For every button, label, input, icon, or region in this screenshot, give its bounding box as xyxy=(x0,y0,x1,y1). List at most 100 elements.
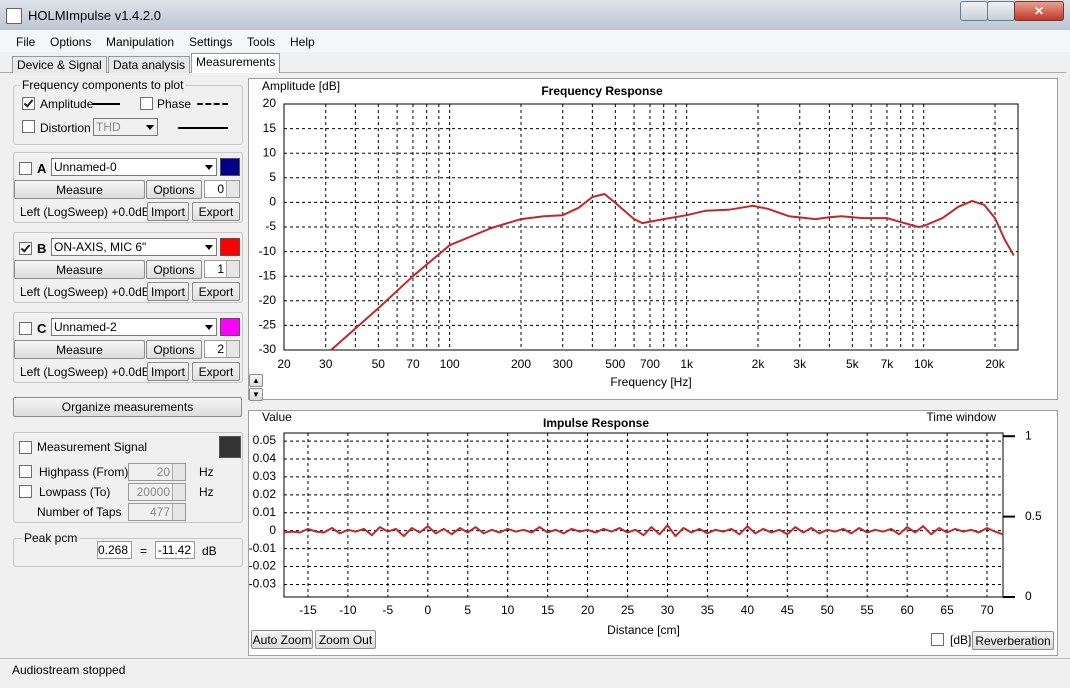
taps-input[interactable]: 477 xyxy=(128,503,186,521)
import-button[interactable]: Import xyxy=(147,282,189,301)
y-tick-label: 0.02 xyxy=(253,487,277,501)
y-tick-label: 0.04 xyxy=(253,451,277,465)
distortion-combo[interactable]: THD xyxy=(93,118,158,136)
menu-item[interactable]: Options xyxy=(50,35,92,49)
highpass-checkbox[interactable] xyxy=(19,465,32,478)
index-spinbox[interactable]: 1 xyxy=(204,260,240,278)
x-tick-label: 500 xyxy=(605,357,625,371)
menu-item[interactable]: File xyxy=(16,35,36,49)
measurement-name[interactable]: ON-AXIS, MIC 6" xyxy=(51,238,217,256)
y-tick-label: -25 xyxy=(259,318,277,332)
y-tick-label: 5 xyxy=(269,170,276,184)
distortion-sample xyxy=(178,127,228,129)
peak-db: -11.42 xyxy=(155,541,195,559)
components-title: Frequency components to plot xyxy=(20,78,186,92)
organize-button[interactable]: Organize measurements xyxy=(13,397,242,417)
import-button[interactable]: Import xyxy=(147,202,189,221)
measure-button[interactable]: Measure xyxy=(14,260,145,279)
x-tick-label: 20 xyxy=(277,357,291,371)
measure-button[interactable]: Measure xyxy=(14,180,145,199)
x-axis-label: Frequency [Hz] xyxy=(610,375,691,389)
x-tick-label: 20 xyxy=(581,603,595,617)
plot-frame xyxy=(283,432,1004,598)
y-tick-label: -30 xyxy=(259,342,277,356)
measure-button[interactable]: Measure xyxy=(14,340,145,359)
x-tick-label: 100 xyxy=(440,357,460,371)
measurement-name[interactable]: Unnamed-0 xyxy=(51,158,217,176)
menu-item[interactable]: Tools xyxy=(247,35,276,49)
x-tick-label: 5k xyxy=(846,357,860,371)
export-button[interactable]: Export xyxy=(192,282,240,301)
db-checkbox[interactable] xyxy=(931,633,944,646)
amplitude-checkbox[interactable] xyxy=(22,97,35,110)
tab[interactable]: Measurements xyxy=(191,53,281,73)
maximize-button[interactable] xyxy=(987,1,1015,21)
x-tick-label: 60 xyxy=(900,603,914,617)
phase-label: Phase xyxy=(157,97,192,111)
peak-unit: dB xyxy=(202,544,217,558)
options-button[interactable]: Options xyxy=(146,180,202,199)
menu-item[interactable]: Help xyxy=(290,35,315,49)
y2-tick-label: 0.5 xyxy=(1025,509,1042,523)
charts: Frequency Response Amplitude [dB] Frequenc… xyxy=(249,79,1042,637)
signal-checkbox[interactable] xyxy=(19,441,32,454)
components-box xyxy=(13,85,243,145)
reverberation-button[interactable]: Reverberation xyxy=(972,631,1054,650)
export-button[interactable]: Export xyxy=(192,362,240,381)
lowpass-unit: Hz xyxy=(199,485,214,499)
measurement-letter: B xyxy=(37,241,47,256)
channel-label: Left (LogSweep) +0.0dB xyxy=(20,365,150,379)
menu-item[interactable]: Settings xyxy=(189,35,233,49)
distortion-checkbox[interactable] xyxy=(22,120,35,133)
status-line xyxy=(0,658,1070,659)
x-tick-label: 300 xyxy=(553,357,573,371)
options-button[interactable]: Options xyxy=(146,340,202,359)
app-icon xyxy=(6,8,22,24)
x-tick-label: 20k xyxy=(985,357,1005,371)
y-tick-label: 0.05 xyxy=(253,433,277,447)
menu-bar xyxy=(0,30,1070,52)
close-button[interactable]: ✕ xyxy=(1014,1,1064,21)
expand-down[interactable]: ▼ xyxy=(249,388,263,401)
frequency-panel xyxy=(248,78,1058,400)
phase-checkbox[interactable] xyxy=(140,97,153,110)
measurement-checkbox[interactable] xyxy=(19,322,32,335)
export-button[interactable]: Export xyxy=(192,202,240,221)
x-tick-label: 10 xyxy=(501,603,515,617)
y-tick-label: 0.03 xyxy=(253,469,277,483)
lowpass-checkbox[interactable] xyxy=(19,485,32,498)
signal-box xyxy=(13,432,243,523)
peak-title: Peak pcm xyxy=(22,531,80,545)
auto-zoom-button[interactable]: Auto Zoom xyxy=(251,630,313,649)
measurement-name[interactable]: Unnamed-2 xyxy=(51,318,217,336)
tab[interactable]: Device & Signal xyxy=(12,56,107,73)
highpass-input[interactable]: 20 xyxy=(128,463,186,481)
zoom-out-button[interactable]: Zoom Out xyxy=(315,630,376,649)
y-tick-label: 0 xyxy=(269,523,276,537)
import-button[interactable]: Import xyxy=(147,362,189,381)
x-tick-label: 70 xyxy=(406,357,420,371)
tab[interactable]: Data analysis xyxy=(108,56,191,73)
x-tick-label: 1k xyxy=(680,357,694,371)
plot-frame xyxy=(283,103,1019,351)
y-tick-label: -10 xyxy=(259,244,277,258)
measurement-color[interactable] xyxy=(220,318,240,336)
expand-up[interactable]: ▲ xyxy=(249,374,263,387)
chart-title: Frequency Response xyxy=(541,84,663,98)
y-tick-label: 20 xyxy=(263,96,277,110)
options-button[interactable]: Options xyxy=(146,260,202,279)
index-spinbox[interactable]: 0 xyxy=(204,180,240,198)
distortion-label: Distortion xyxy=(40,121,91,135)
measurement-checkbox[interactable] xyxy=(19,162,32,175)
y-tick-label: -0.03 xyxy=(249,577,277,591)
lowpass-input[interactable]: 20000 xyxy=(128,483,186,501)
measurement-color[interactable] xyxy=(220,238,240,256)
index-spinbox[interactable]: 2 xyxy=(204,340,240,358)
signal-color[interactable] xyxy=(219,436,241,458)
menu-item[interactable]: Manipulation xyxy=(106,35,175,49)
peak-value: 0.268 xyxy=(97,541,132,559)
minimize-button[interactable] xyxy=(960,1,988,21)
measurement-checkbox[interactable] xyxy=(19,242,32,255)
measurement-color[interactable] xyxy=(220,158,240,176)
